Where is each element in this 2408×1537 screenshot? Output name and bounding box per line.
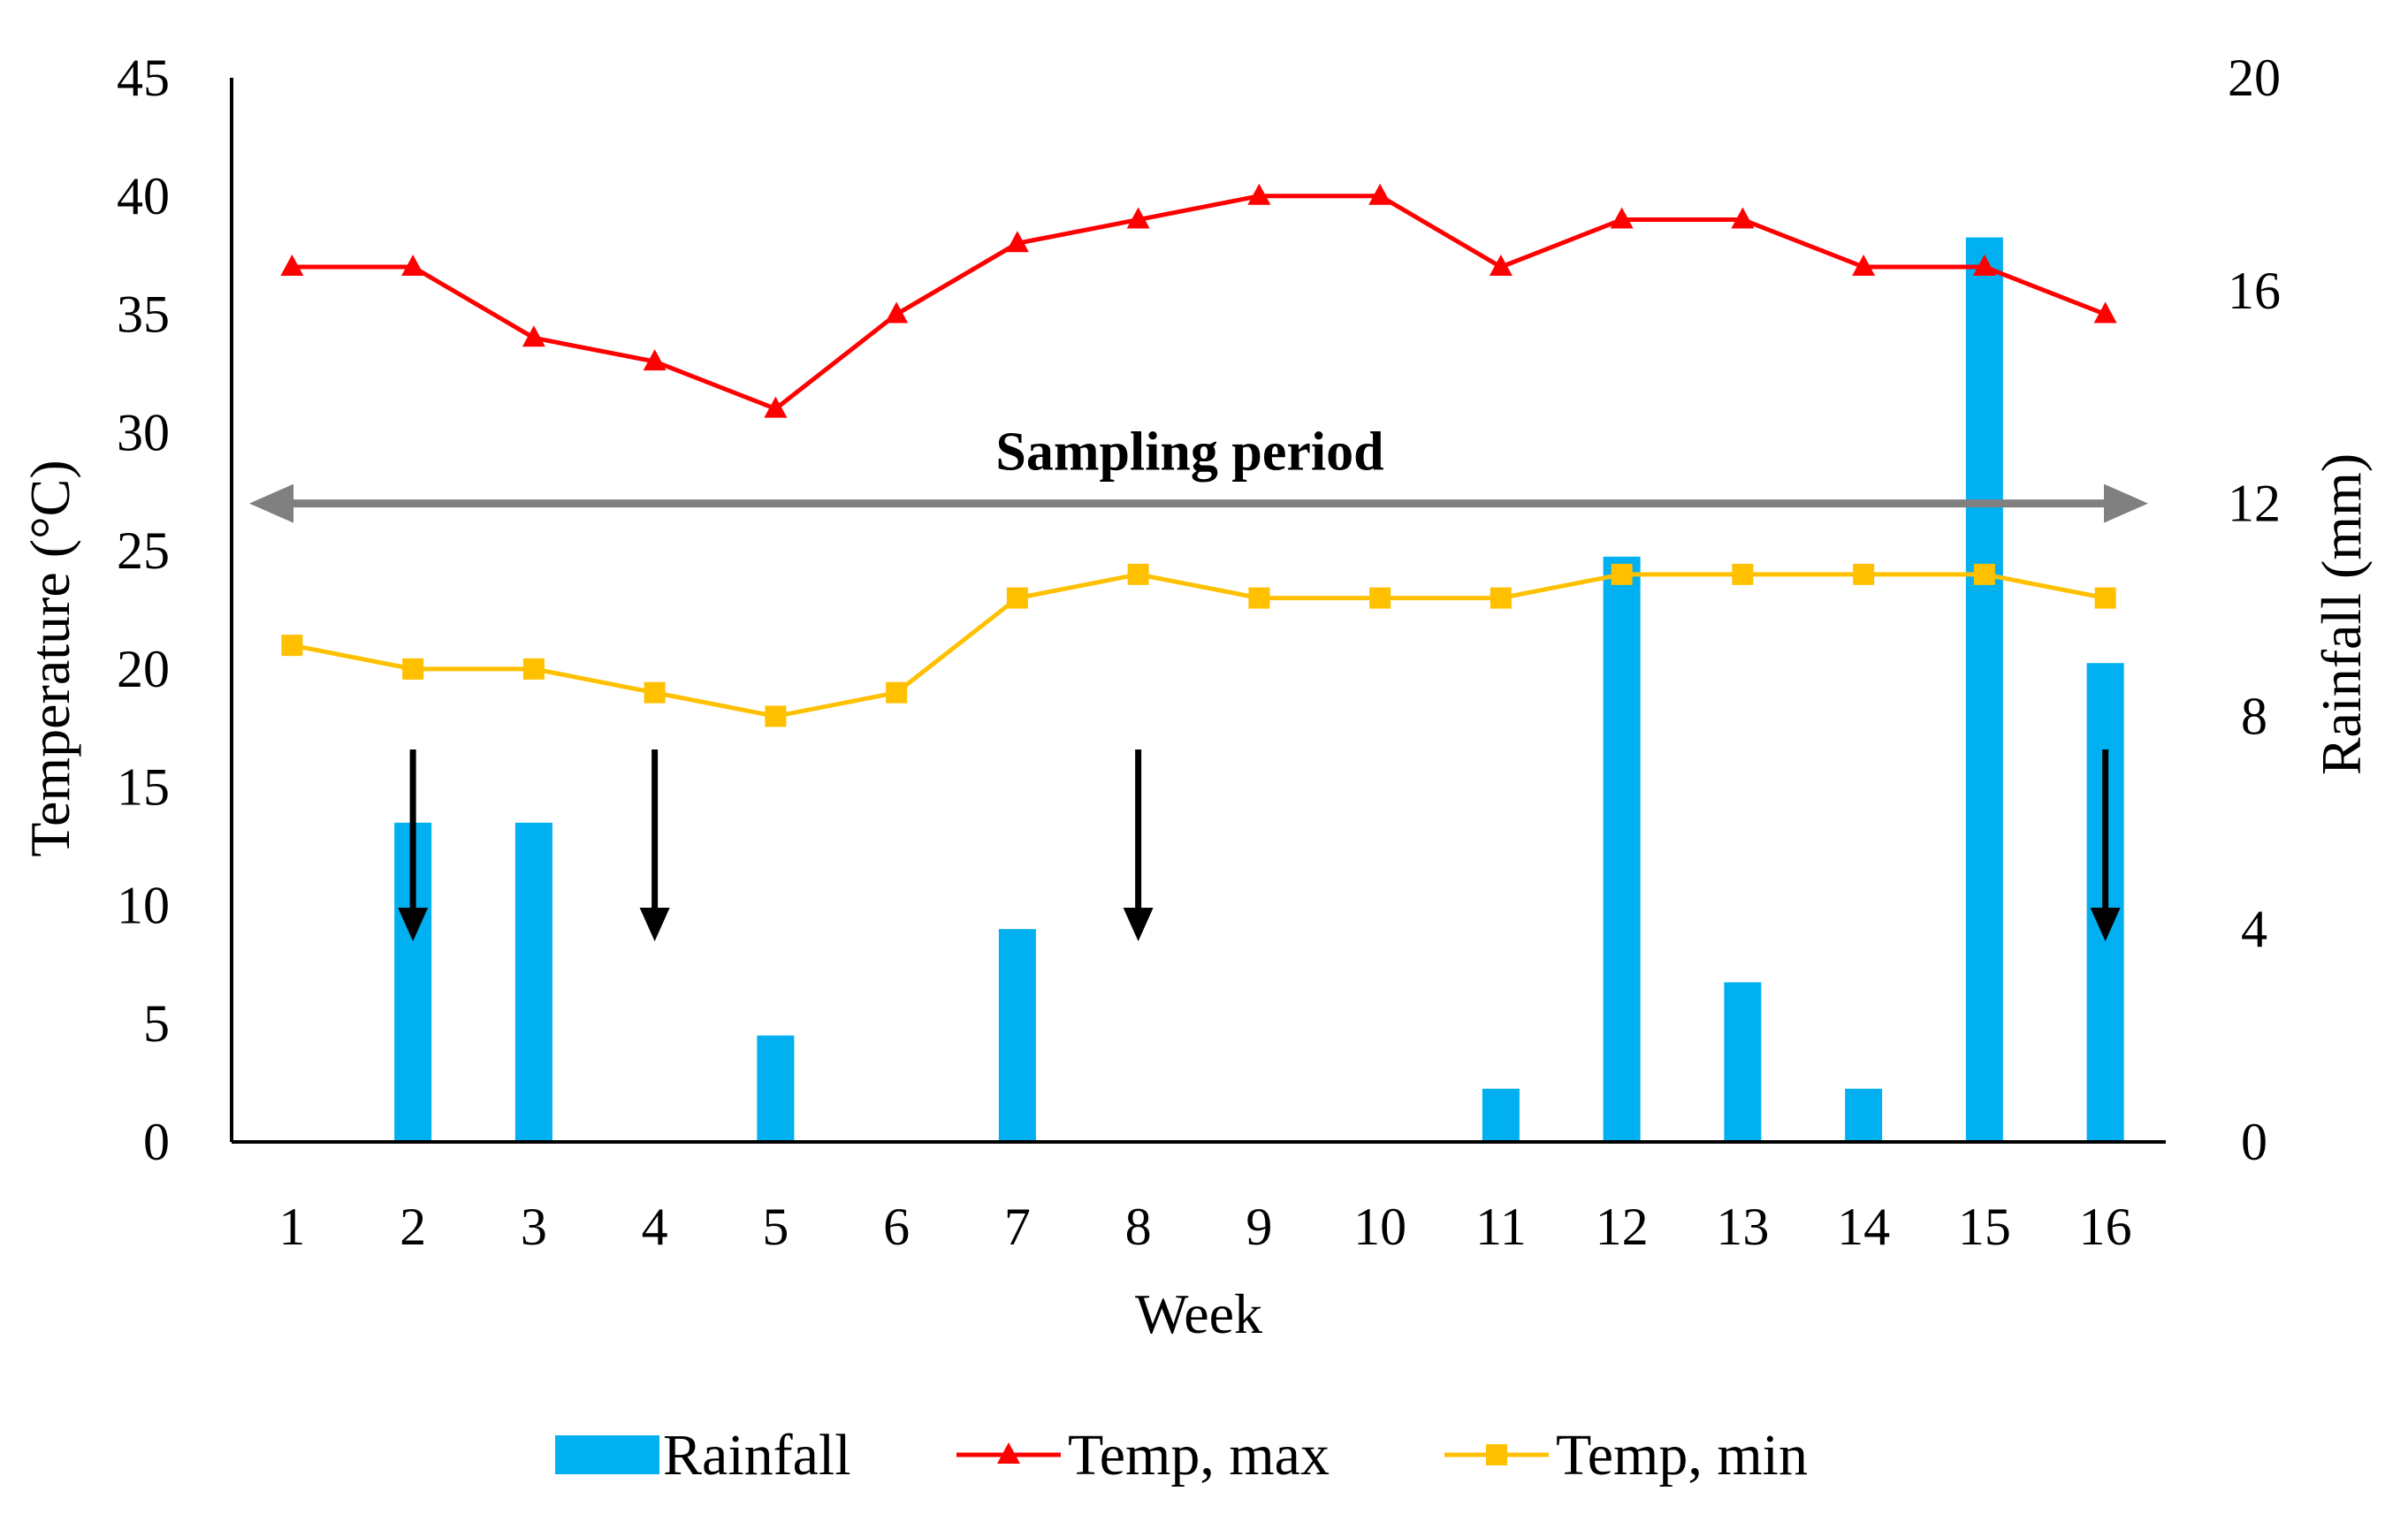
temp-max-point-week-11 (1489, 255, 1513, 277)
y-left-tick-45: 45 (117, 49, 170, 107)
x-tick-5: 5 (762, 1198, 789, 1256)
sampling-arrows (398, 749, 2121, 941)
sampling-arrow-head-week-2 (398, 908, 429, 941)
legend-label-temp-min: Temp, min (1556, 1423, 1808, 1488)
temp-min-point-week-8 (1127, 563, 1149, 585)
sampling-period-label: Sampling period (995, 422, 1383, 483)
y-right-tick-16: 16 (2228, 262, 2281, 320)
sampling-arrow-head-week-4 (639, 908, 670, 941)
temp-max-point-week-14 (1852, 255, 1876, 277)
temp-max-line (292, 194, 2107, 412)
legend-swatch-rainfall (555, 1435, 659, 1474)
x-tick-2: 2 (400, 1198, 426, 1256)
y-left-tick-30: 30 (117, 403, 170, 461)
legend: Rainfall Temp, max Temp, min (555, 1423, 1808, 1488)
rainfall-bar-week-14 (1845, 1088, 1883, 1142)
temp-max-point-week-7 (1005, 231, 1029, 253)
temperature-lines (280, 183, 2117, 727)
rainfall-bar-week-5 (757, 1035, 795, 1142)
temp-max-point-week-13 (1731, 207, 1755, 229)
temp-min-point-week-1 (281, 635, 303, 657)
y-right-tick-8: 8 (2241, 687, 2267, 745)
temp-max-point-week-5 (764, 396, 788, 418)
x-tick-3: 3 (521, 1198, 547, 1256)
sampling-arrow-head-week-16 (2090, 908, 2121, 941)
x-axis-title: Week (1135, 1282, 1262, 1345)
temp-max-point-week-2 (401, 255, 425, 277)
y-left-tick-15: 15 (117, 758, 170, 817)
rainfall-bar-week-7 (998, 929, 1036, 1142)
temp-max-point-week-8 (1126, 207, 1150, 229)
temp-max-point-week-9 (1247, 183, 1271, 205)
temp-min-point-week-5 (765, 705, 787, 727)
y-axis-right-title: Rainfall (mm) (2310, 453, 2373, 775)
temp-min-point-week-14 (1853, 563, 1875, 585)
temp-min-point-week-16 (2094, 587, 2116, 609)
temp-min-point-week-11 (1490, 587, 1512, 609)
y-left-tick-35: 35 (117, 285, 170, 344)
y-right-tick-20: 20 (2228, 49, 2281, 107)
sampling-period-annotation: Sampling period (249, 422, 2148, 523)
temp-min-point-week-3 (522, 658, 545, 680)
rainfall-bar-week-3 (514, 822, 552, 1142)
temp-max-point-week-10 (1368, 183, 1392, 205)
temp-min-point-week-2 (402, 658, 424, 680)
temp-min-point-week-15 (1973, 563, 1995, 585)
temp-min-point-week-13 (1732, 563, 1754, 585)
temp-max-point-week-12 (1610, 207, 1634, 229)
rainfall-bar-week-11 (1482, 1088, 1520, 1142)
x-tick-1: 1 (278, 1198, 305, 1256)
y-left-tick-20: 20 (117, 640, 170, 698)
legend-label-rainfall: Rainfall (663, 1423, 851, 1488)
x-tick-4: 4 (642, 1198, 668, 1256)
legend-label-temp-max: Temp, max (1068, 1423, 1330, 1488)
temp-max-point-week-4 (643, 349, 667, 371)
temp-min-point-week-9 (1248, 587, 1270, 609)
temp-min-point-week-12 (1611, 563, 1633, 585)
temp-max-point-week-15 (1972, 255, 1996, 277)
temp-max-point-week-6 (885, 301, 909, 323)
temp-min-point-week-6 (886, 681, 908, 704)
x-tick-11: 11 (1475, 1198, 1527, 1256)
temp-min-point-week-7 (1006, 587, 1028, 609)
temp-max-point-week-1 (280, 255, 304, 277)
x-tick-16: 16 (2079, 1198, 2132, 1256)
temp-min-point-week-4 (644, 681, 666, 704)
sampling-arrow-head-week-8 (1123, 908, 1154, 941)
x-tick-13: 13 (1716, 1198, 1769, 1256)
temp-max-point-week-3 (522, 325, 545, 347)
x-tick-7: 7 (1004, 1198, 1031, 1256)
y-axis-left-title: Temperature (°C) (19, 460, 81, 856)
temp-min-point-week-10 (1369, 587, 1391, 609)
y-left-tick-0: 0 (143, 1113, 170, 1171)
temp-max-point-week-16 (2093, 301, 2117, 323)
y-left-tick-10: 10 (117, 876, 170, 934)
y-left-tick-25: 25 (117, 521, 170, 580)
x-tick-8: 8 (1125, 1198, 1152, 1256)
sampling-period-arrowhead-left (249, 483, 293, 523)
y-left-tick-40: 40 (117, 167, 170, 225)
legend-marker-temp-min (1486, 1444, 1507, 1465)
rainfall-bar-week-13 (1724, 982, 1762, 1142)
sampling-period-arrowhead-right (2104, 483, 2148, 523)
x-tick-14: 14 (1837, 1198, 1890, 1256)
y-right-tick-4: 4 (2241, 900, 2267, 958)
temp-min-line (291, 572, 2107, 719)
x-tick-9: 9 (1246, 1198, 1272, 1256)
y-right-tick-12: 12 (2228, 475, 2281, 533)
x-tick-6: 6 (883, 1198, 910, 1256)
x-tick-10: 10 (1353, 1198, 1406, 1256)
rainfall-bar-week-12 (1603, 556, 1641, 1142)
rainfall-bars (394, 237, 2124, 1143)
rainfall-bar-week-15 (1965, 237, 2003, 1143)
y-left-tick-5: 5 (143, 994, 170, 1053)
legend-marker-temp-max (997, 1442, 1020, 1464)
x-tick-12: 12 (1596, 1198, 1649, 1256)
y-right-tick-0: 0 (2241, 1113, 2267, 1171)
x-tick-15: 15 (1958, 1198, 2011, 1256)
